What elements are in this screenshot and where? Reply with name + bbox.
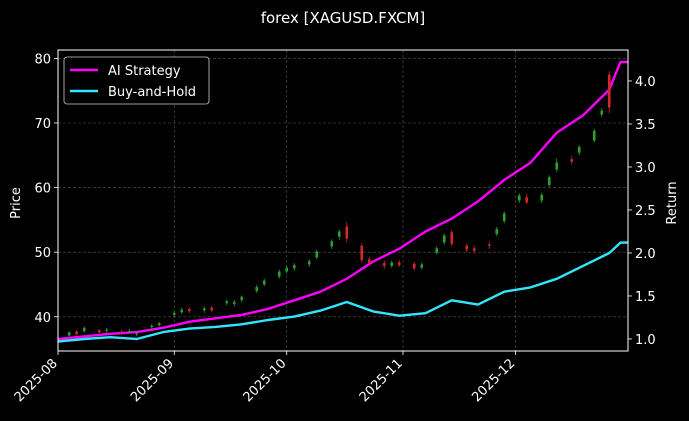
y-axis-label-left: Price — [9, 187, 24, 219]
candle-body — [75, 331, 79, 335]
candle-body — [412, 263, 416, 269]
candle-body — [255, 287, 259, 291]
candle-body — [495, 228, 499, 235]
candle-body — [285, 267, 289, 272]
candle-body — [472, 248, 476, 251]
candle-body — [345, 226, 349, 239]
y-tick-label-right: 3.5 — [635, 118, 656, 133]
y-tick-label-left: 70 — [34, 117, 51, 132]
candle-body — [202, 308, 206, 311]
x-tick-label: 2025-09 — [128, 356, 177, 405]
series-line-buy-and-hold — [57, 241, 628, 343]
candle-body — [592, 130, 596, 141]
candle-body — [450, 232, 454, 244]
series-layer — [57, 60, 628, 343]
y-axis-label-right: Return — [665, 181, 680, 224]
candle-body — [240, 296, 244, 300]
candle-layer — [67, 71, 611, 337]
candle-body — [337, 231, 341, 237]
candle-body — [180, 309, 184, 313]
candle-body — [607, 74, 611, 108]
candle-body — [577, 146, 581, 153]
x-tick-label: 2025-11 — [357, 356, 406, 405]
candle-body — [135, 333, 139, 335]
x-tick-label: 2025-08 — [12, 356, 61, 405]
candle-body — [330, 241, 334, 247]
candle-body — [397, 262, 401, 266]
candle-body — [502, 213, 506, 222]
candle-body — [382, 263, 386, 266]
candle-body — [315, 251, 319, 258]
candle-body — [232, 301, 236, 304]
candle-body — [540, 194, 544, 201]
candle-body — [225, 301, 229, 304]
candle-body — [442, 235, 446, 243]
candle-body — [390, 262, 394, 266]
candle-body — [487, 244, 491, 246]
chart-title: forex [XAGUSD.FXCM] — [261, 9, 426, 27]
candle-body — [570, 159, 574, 162]
y-tick-label-right: 4.0 — [635, 75, 656, 90]
candle-body — [517, 195, 521, 201]
candle-body — [262, 280, 266, 285]
candle-body — [82, 327, 86, 331]
legend-box — [63, 56, 210, 105]
y-tick-label-right: 2.0 — [635, 247, 656, 262]
candle-body — [277, 271, 281, 277]
legend: AI Strategy Buy-and-Hold — [63, 56, 210, 105]
candle-body — [360, 245, 364, 260]
legend-label: AI Strategy — [108, 64, 181, 79]
legend-label: Buy-and-Hold — [108, 85, 196, 100]
candle-body — [67, 332, 71, 336]
y-tick-label-right: 3.0 — [635, 161, 656, 176]
candle-body — [600, 110, 604, 115]
candle-body — [210, 307, 214, 311]
y-tick-label-left: 80 — [34, 52, 51, 67]
candle-body — [525, 197, 529, 203]
y-tick-label-left: 60 — [34, 182, 51, 197]
candle-body — [435, 248, 439, 253]
y-tick-label-right: 1.5 — [635, 290, 656, 305]
candle-body — [150, 325, 154, 328]
candle-body — [465, 245, 469, 250]
x-tick-label: 2025-10 — [241, 356, 290, 405]
candle-body — [97, 330, 101, 333]
y-tick-label-right: 1.0 — [635, 333, 656, 348]
series-line-ai-strategy — [57, 60, 628, 341]
candle-body — [420, 264, 424, 268]
y-tick-label-right: 2.5 — [635, 204, 656, 219]
candle-body — [120, 331, 124, 333]
candle-body — [187, 309, 191, 311]
candle-body — [172, 312, 176, 315]
plot-frame — [57, 49, 629, 352]
y-tick-label-left: 50 — [34, 246, 51, 261]
candle-body — [292, 265, 296, 269]
y-tick-label-left: 40 — [34, 311, 51, 326]
candle-body — [127, 330, 131, 333]
candle-body — [547, 177, 551, 185]
candle-body — [157, 323, 161, 326]
candle-body — [367, 259, 371, 264]
x-tick-label: 2025-12 — [469, 356, 518, 405]
candle-body — [105, 329, 109, 331]
candle-body — [555, 162, 559, 170]
candle-body — [307, 261, 311, 265]
